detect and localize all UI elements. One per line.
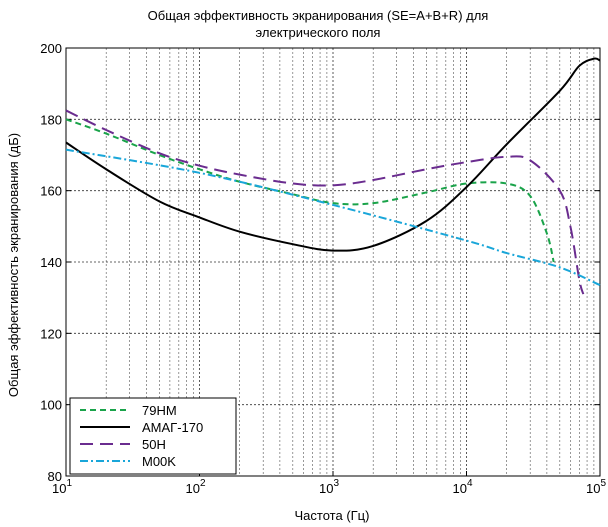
y-tick-label: 180 [40, 112, 62, 127]
legend: 79HM AMAГ-170 50H M00K [69, 397, 237, 475]
chart-title-line-1: Общая эффективность экранирования (SE=A+… [148, 8, 489, 23]
series-line-1 [65, 57, 601, 252]
series-line-2 [65, 109, 585, 295]
series-line-0 [65, 118, 555, 263]
series-lines [65, 57, 601, 295]
legend-label: AMAГ-170 [142, 420, 203, 435]
x-tick-label: 103 [319, 478, 339, 496]
legend-label: 79HM [142, 403, 177, 418]
y-axis-label: Общая эффективность экранирования (дБ) [6, 133, 21, 397]
chart-title-line-2: электрического поля [256, 25, 381, 40]
series-line-3 [65, 148, 601, 287]
x-axis-label: Частота (Гц) [295, 508, 370, 523]
y-ticks: 80 100 120 140 160 180 200 [40, 41, 600, 484]
x-ticks: 101 102 103 104 105 [52, 471, 606, 496]
y-tick-label: 140 [40, 255, 62, 270]
y-tick-label: 120 [40, 326, 62, 341]
y-tick-label: 160 [40, 184, 62, 199]
x-tick-label: 102 [185, 478, 205, 496]
y-tick-label: 100 [40, 398, 62, 413]
legend-label: M00K [142, 454, 176, 469]
y-tick-label: 200 [40, 41, 62, 56]
y-tick-label: 80 [48, 469, 62, 484]
x-tick-label: 104 [452, 478, 472, 496]
x-tick-label: 105 [586, 478, 606, 496]
legend-label: 50H [142, 437, 166, 452]
x-tick-label: 101 [52, 478, 72, 496]
